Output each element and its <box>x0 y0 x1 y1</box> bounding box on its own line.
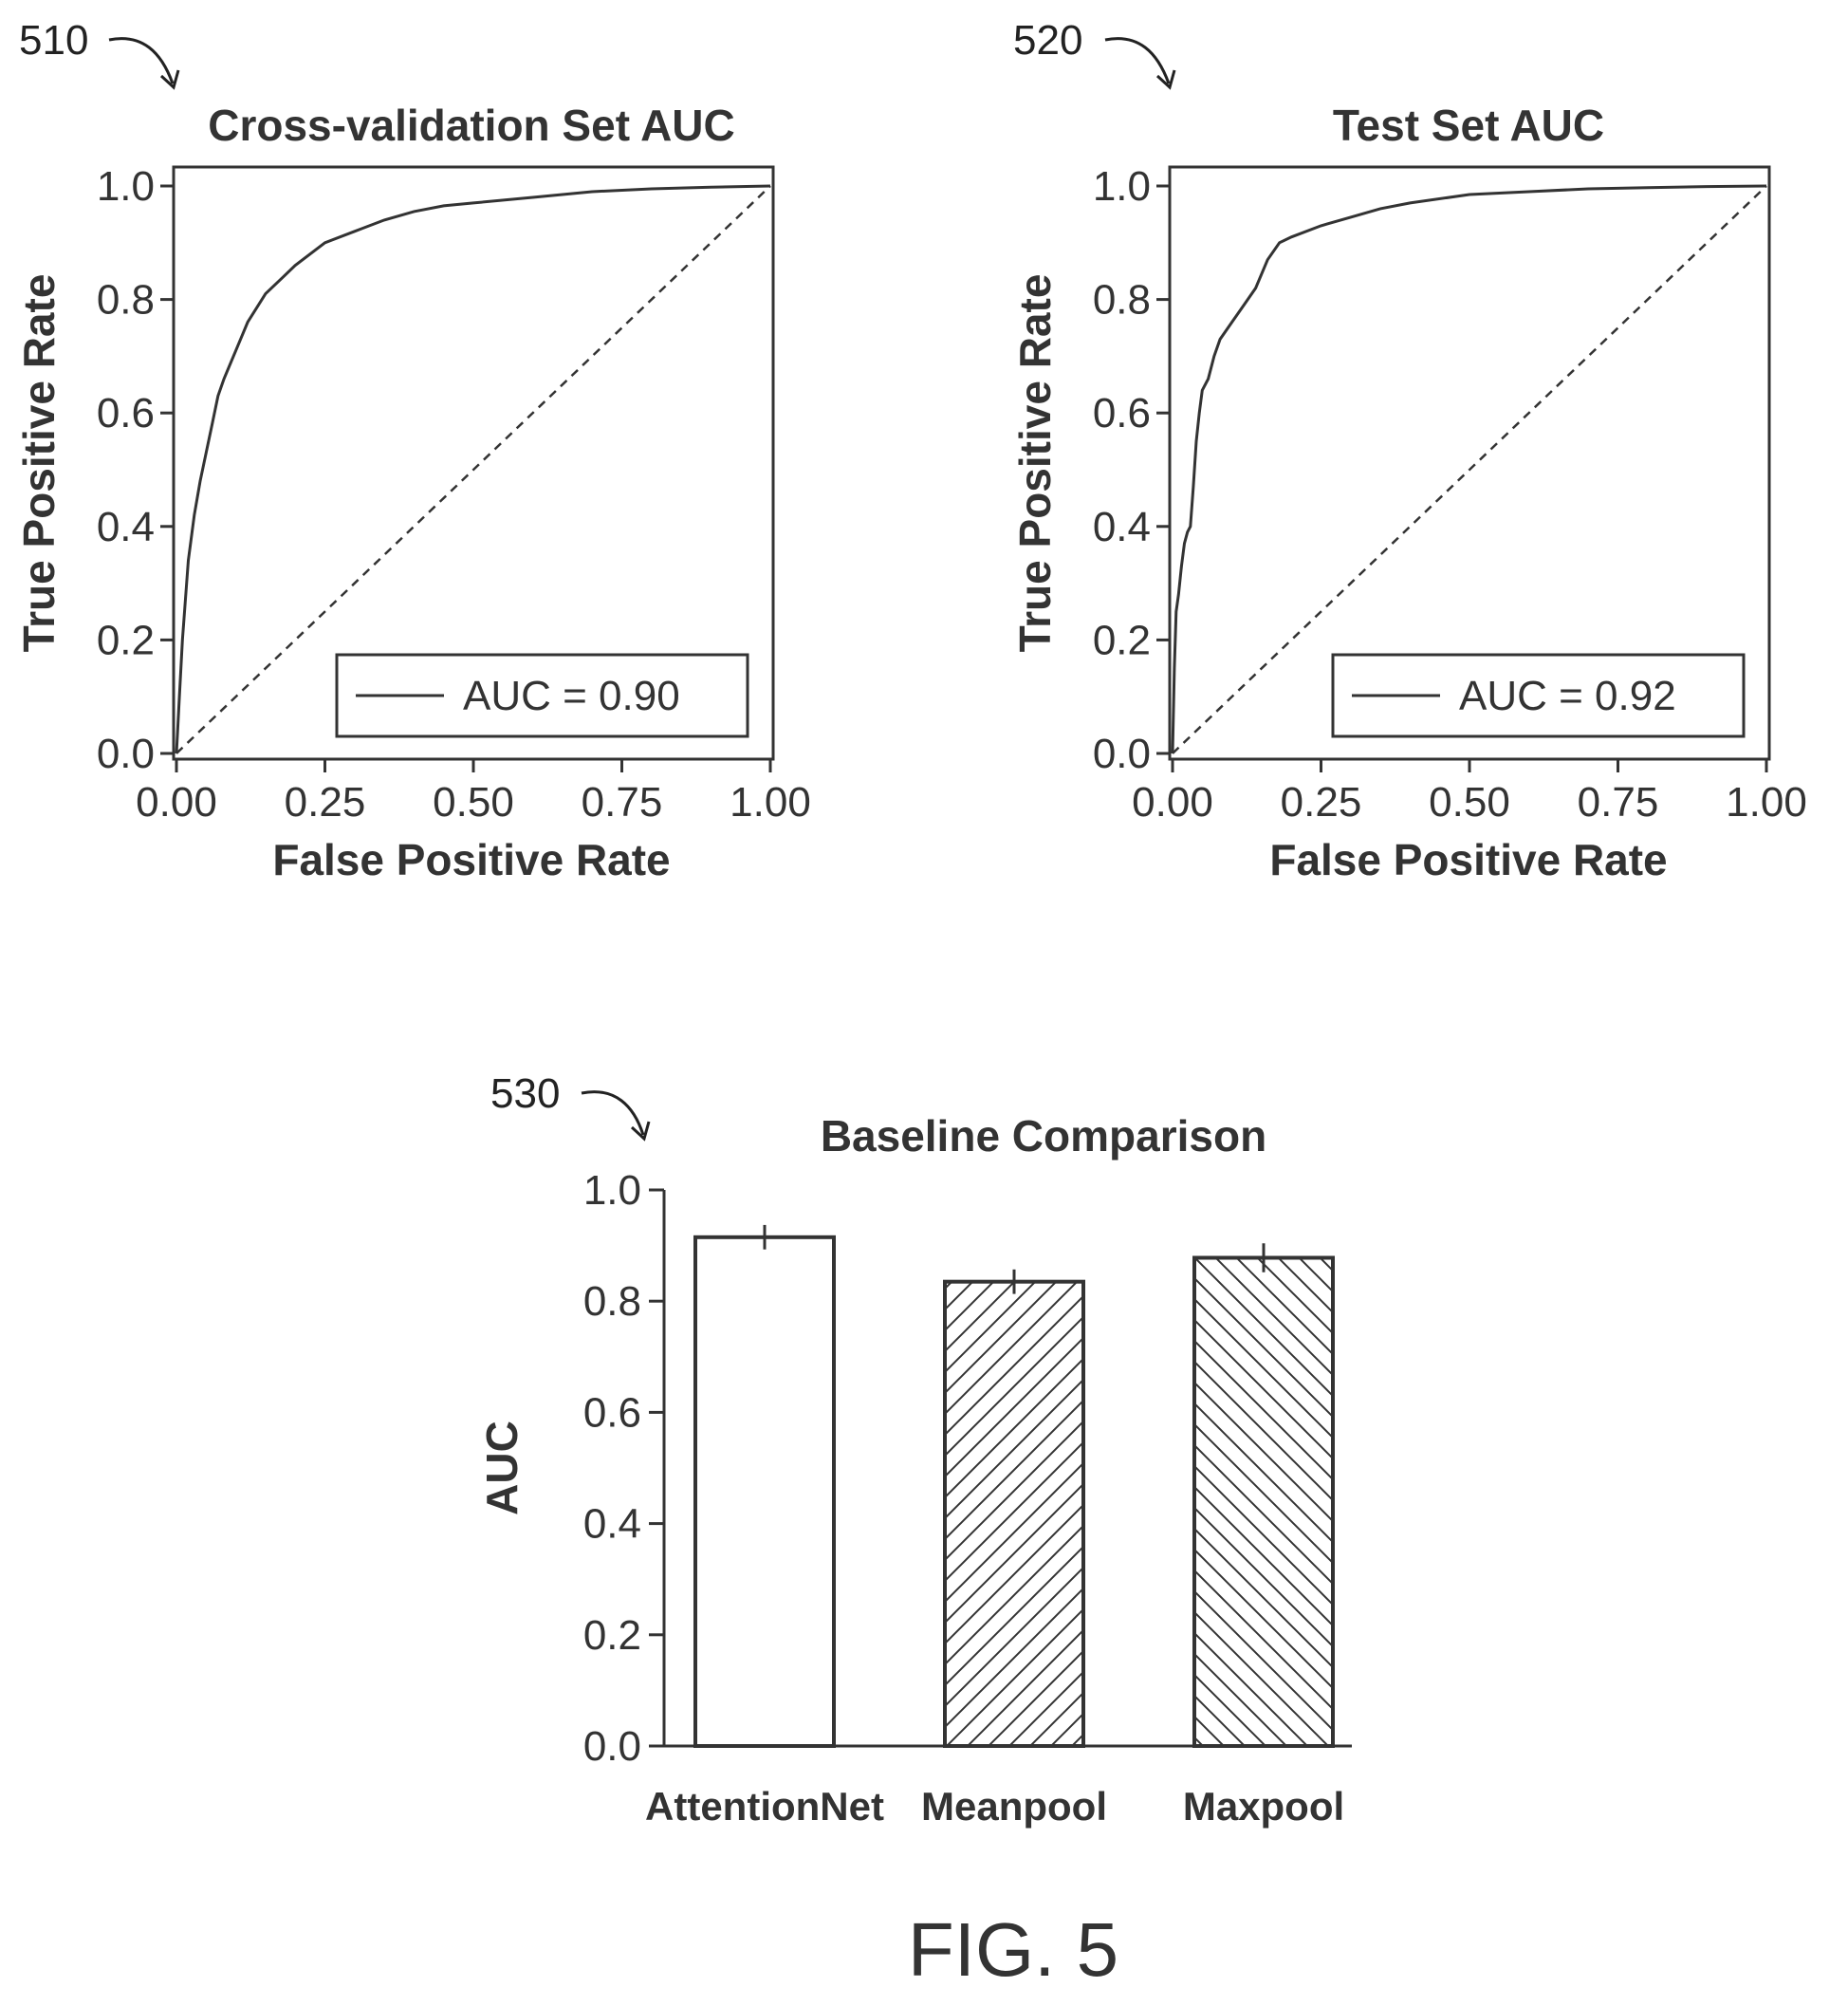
y-tick-label: 0.2 <box>1093 617 1151 663</box>
chart-title: Test Set AUC <box>1333 101 1604 150</box>
reference-numeral-530: 530 <box>490 1070 560 1117</box>
y-tick-label: 1.0 <box>1093 163 1151 210</box>
legend-label: AUC = 0.92 <box>1459 673 1676 719</box>
legend-label: AUC = 0.90 <box>463 673 680 719</box>
chance-reference-line <box>1172 185 1767 754</box>
reference-arrowhead-510 <box>159 69 180 90</box>
figure-caption: FIG. 5 <box>908 1907 1118 1992</box>
x-tick-label: 0.75 <box>1578 779 1659 826</box>
reference-numeral-510: 510 <box>19 17 88 64</box>
roc-curve <box>1171 184 1767 754</box>
x-tick-label: 0.25 <box>1281 779 1362 826</box>
y-axis-label: True Positive Rate <box>1010 274 1060 653</box>
y-axis-label: AUC <box>477 1421 527 1515</box>
bar <box>693 1235 836 1749</box>
x-tick-label: 0.75 <box>582 779 663 826</box>
y-tick-label: 0.4 <box>1093 504 1151 550</box>
y-tick-label: 0.8 <box>97 277 155 324</box>
y-tick-label: 0.6 <box>583 1389 641 1436</box>
roc-curve <box>175 184 771 754</box>
x-tick-label: 1.00 <box>1726 779 1807 826</box>
y-tick-label: 0.0 <box>97 731 155 777</box>
roc-chart-test-set: 520 Test Set AUC 0.00 0.25 0.50 0.75 1.00 0.0… <box>1010 17 1807 884</box>
roc-chart-cross-validation: 510 Cross-validation Set AUC 0.00 0.25 0.5… <box>14 17 811 884</box>
legend: AUC = 0.90 <box>335 653 749 738</box>
bar <box>943 1279 1085 1748</box>
bar-chart-baseline-comparison: 530 Baseline Comparison 0.0 0.2 0.4 0.6 0.8 1… <box>477 1070 1352 1829</box>
reference-arrowhead-530 <box>630 1121 651 1142</box>
reference-arrow-510 <box>108 37 175 84</box>
reference-arrow-530 <box>581 1090 645 1136</box>
y-tick-label: 0.8 <box>1093 277 1151 324</box>
y-tick-label: 0.0 <box>583 1723 641 1770</box>
chance-reference-line <box>176 185 771 754</box>
reference-numeral-520: 520 <box>1013 17 1082 64</box>
x-tick-label: 1.00 <box>730 779 811 826</box>
x-tick-label: 0.00 <box>136 779 217 826</box>
legend: AUC = 0.92 <box>1331 653 1746 738</box>
bar <box>1192 1255 1335 1748</box>
y-tick-label: 1.0 <box>97 163 155 210</box>
x-tick-label: 0.50 <box>1429 779 1510 826</box>
category-label: Maxpool <box>1183 1784 1344 1829</box>
x-tick-label: 0.25 <box>285 779 366 826</box>
x-axis-label: False Positive Rate <box>1269 835 1667 884</box>
reference-arrowhead-520 <box>1155 69 1176 90</box>
chart-title: Baseline Comparison <box>821 1111 1266 1161</box>
y-tick-label: 0.6 <box>1093 390 1151 436</box>
y-tick-label: 0.2 <box>583 1612 641 1659</box>
x-tick-label: 0.50 <box>433 779 514 826</box>
y-tick-label: 1.0 <box>583 1167 641 1214</box>
reference-arrow-520 <box>1104 37 1171 84</box>
x-axis-label: False Positive Rate <box>272 835 670 884</box>
chart-title: Cross-validation Set AUC <box>208 101 735 150</box>
x-tick-label: 0.00 <box>1132 779 1213 826</box>
y-tick-label: 0.4 <box>97 504 155 550</box>
y-axis-label: True Positive Rate <box>14 274 64 653</box>
y-tick-label: 0.8 <box>583 1278 641 1325</box>
category-label: Meanpool <box>921 1784 1107 1829</box>
y-tick-label: 0.2 <box>97 617 155 663</box>
y-tick-label: 0.0 <box>1093 731 1151 777</box>
y-tick-label: 0.6 <box>97 390 155 436</box>
y-tick-label: 0.4 <box>583 1501 641 1548</box>
category-label: AttentionNet <box>645 1784 884 1829</box>
